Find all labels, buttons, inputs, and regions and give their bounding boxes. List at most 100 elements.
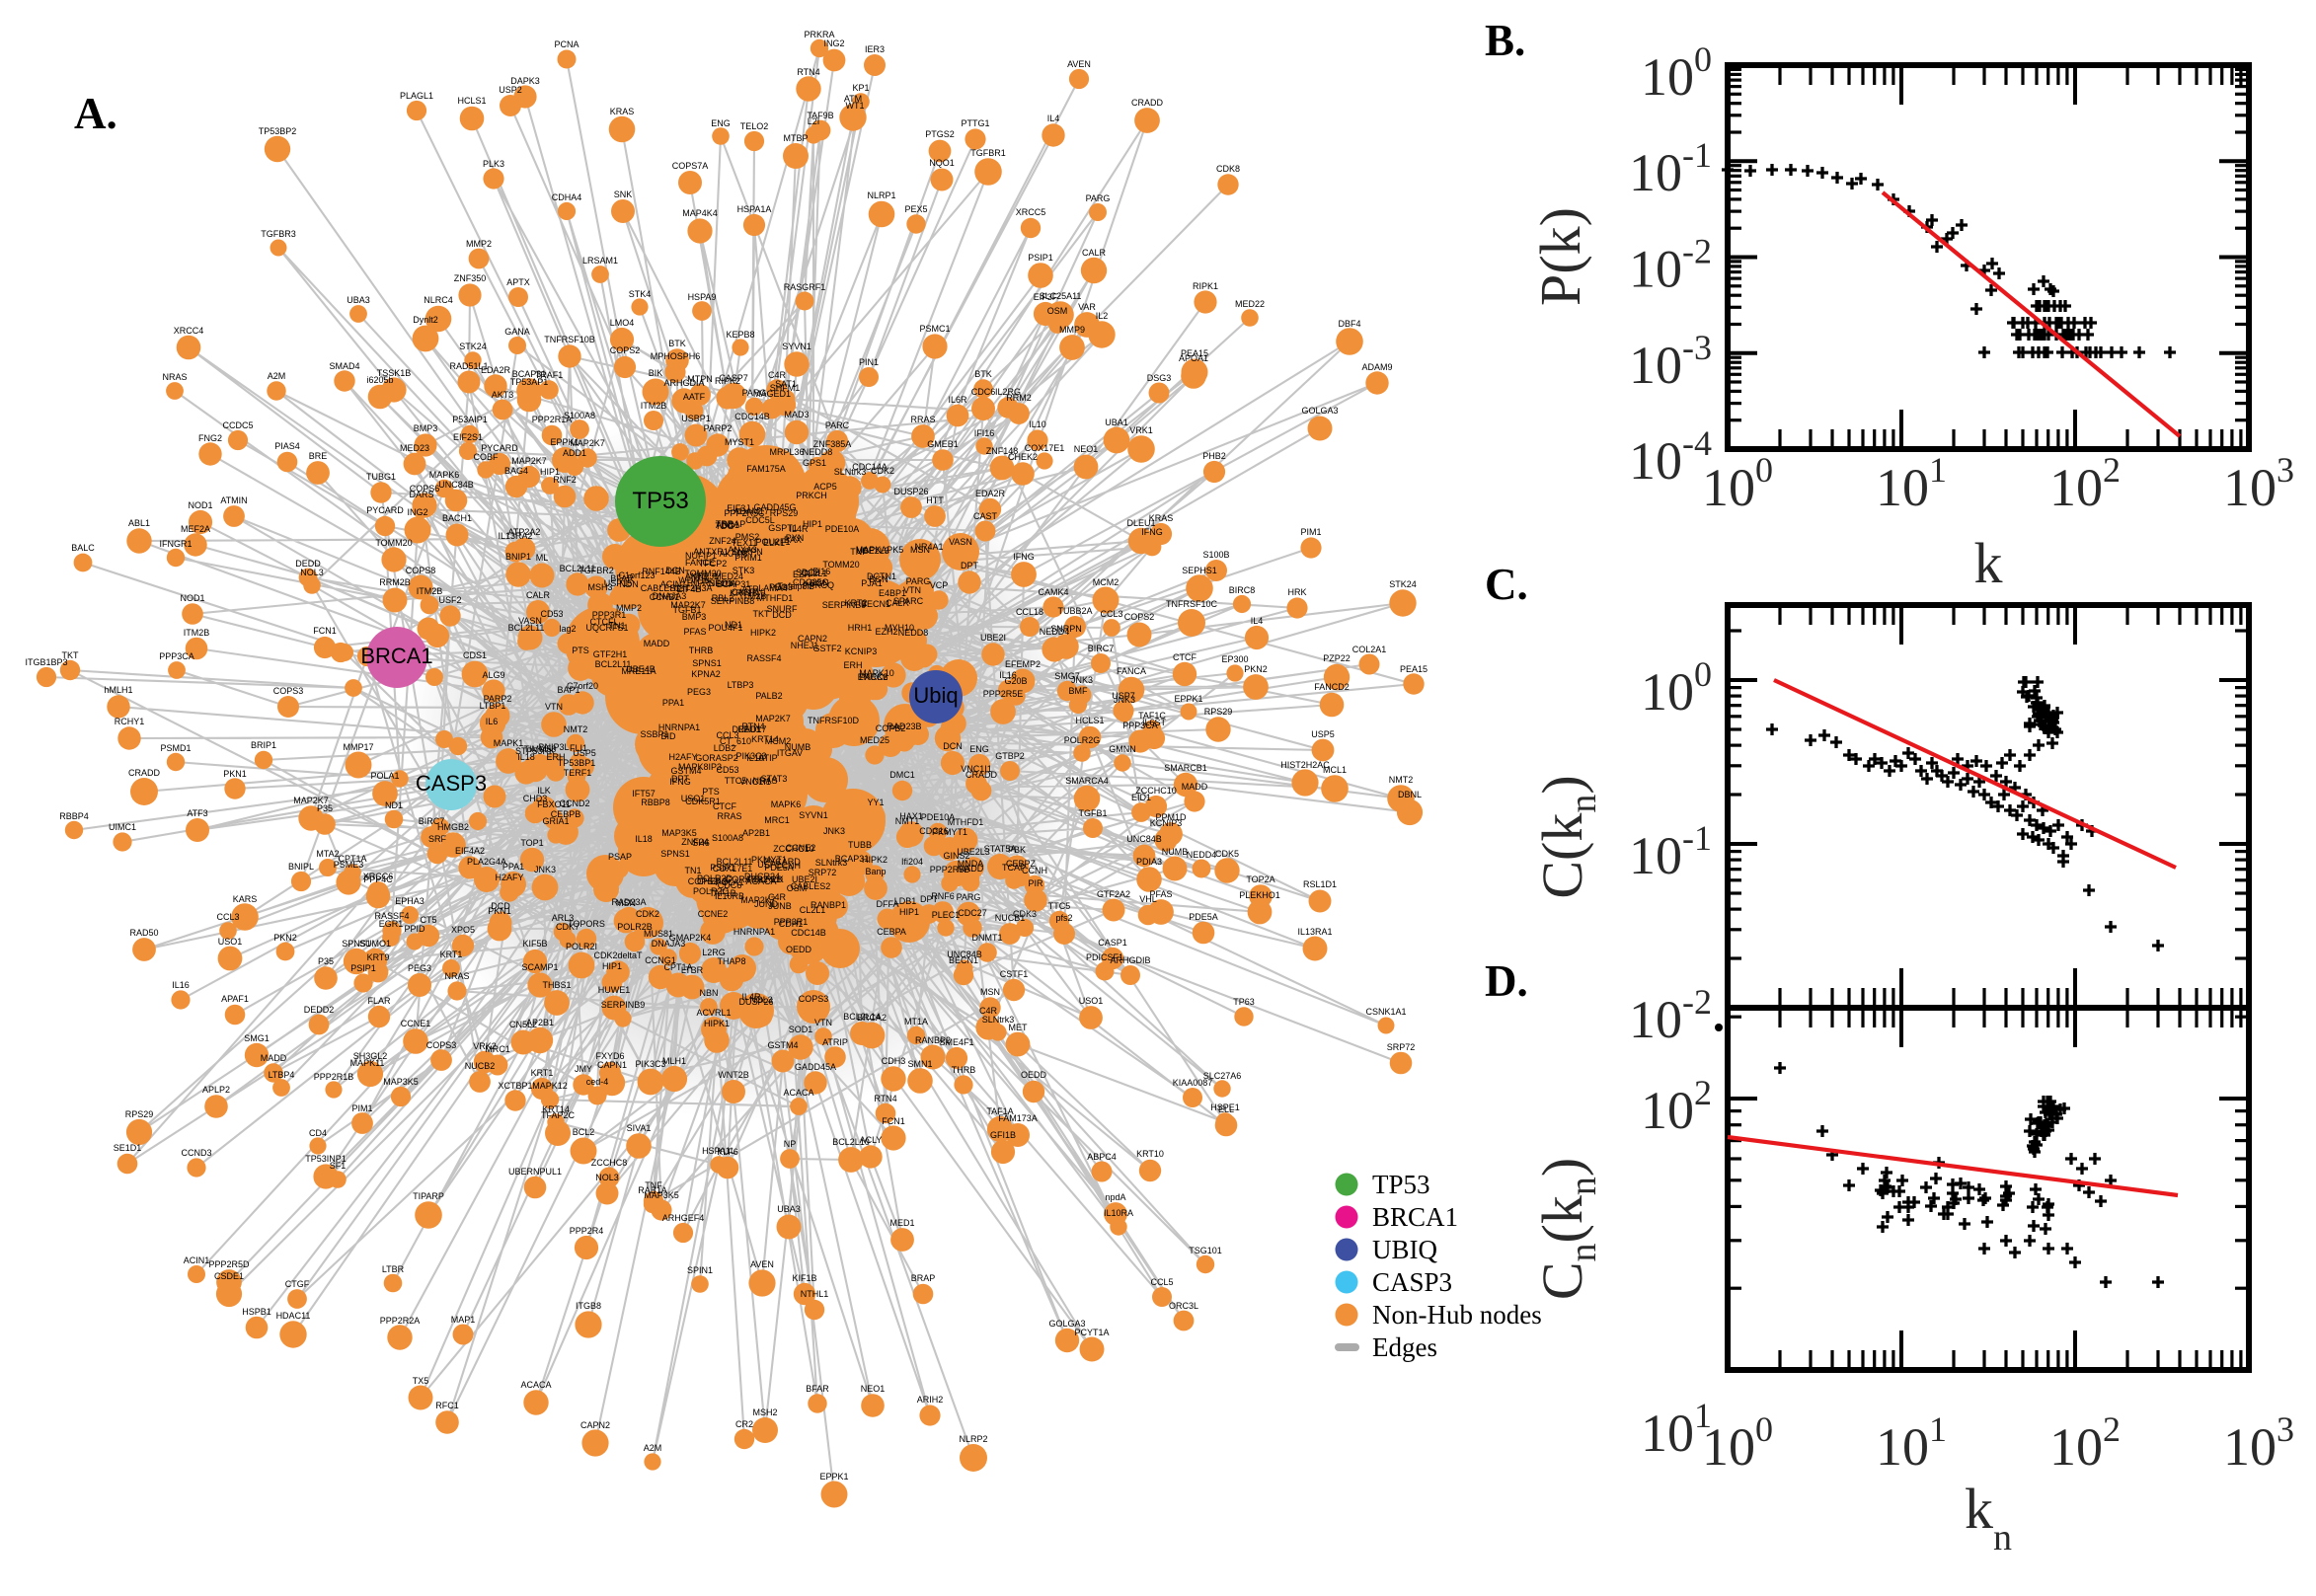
svg-text:PDE5A: PDE5A	[764, 863, 794, 873]
svg-text:TRAF1: TRAF1	[535, 370, 564, 380]
svg-text:SMARCB1: SMARCB1	[1164, 763, 1207, 773]
svg-text:SPIN1: SPIN1	[687, 1265, 713, 1275]
svg-text:MAP3K5: MAP3K5	[661, 828, 697, 838]
svg-text:ITM2B: ITM2B	[740, 591, 767, 601]
svg-text:BAG4: BAG4	[504, 466, 528, 476]
svg-text:ALG9: ALG9	[482, 670, 504, 680]
svg-text:IL13RA2: IL13RA2	[498, 531, 532, 541]
svg-text:MRPL36: MRPL36	[769, 447, 804, 457]
svg-text:GSTM4: GSTM4	[767, 1040, 798, 1050]
svg-text:CTCF: CTCF	[1173, 652, 1197, 662]
svg-text:ACVRL1: ACVRL1	[696, 1008, 731, 1018]
svg-text:PLK3: PLK3	[483, 159, 504, 169]
svg-text:RAD23A: RAD23A	[611, 897, 646, 907]
svg-text:BIRC8: BIRC8	[1229, 585, 1256, 595]
svg-text:DNAJA3: DNAJA3	[652, 939, 686, 949]
svg-text:BRAP: BRAP	[911, 1273, 936, 1283]
svg-text:MTBP: MTBP	[783, 133, 808, 143]
svg-text:NEDD8: NEDD8	[803, 447, 833, 457]
svg-text:COL2A1: COL2A1	[1352, 645, 1387, 654]
svg-text:CTGF: CTGF	[285, 1279, 310, 1289]
svg-text:TAF1C: TAF1C	[1138, 711, 1166, 721]
svg-text:EIF2S1: EIF2S1	[453, 432, 483, 442]
svg-text:npdA: npdA	[1105, 1192, 1125, 1202]
svg-text:PTS: PTS	[702, 787, 720, 797]
svg-text:ITGAV: ITGAV	[777, 748, 803, 758]
svg-text:G20B: G20B	[1004, 676, 1027, 686]
svg-text:TIMM50: TIMM50	[523, 744, 556, 754]
svg-text:RSL1D1: RSL1D1	[1303, 879, 1337, 889]
svg-text:RAD23B: RAD23B	[887, 722, 921, 731]
svg-text:MSN: MSN	[910, 545, 930, 555]
svg-text:MT1A: MT1A	[904, 1017, 928, 1026]
svg-text:HSPE1: HSPE1	[1210, 1102, 1240, 1112]
svg-text:ENG: ENG	[711, 118, 731, 128]
svg-text:POU2F1: POU2F1	[755, 537, 790, 547]
svg-text:VCP: VCP	[930, 580, 949, 590]
svg-text:P53AIP1: P53AIP1	[452, 415, 488, 424]
svg-text:JNK3: JNK3	[1071, 675, 1093, 685]
svg-text:BRCA1: BRCA1	[1372, 1202, 1458, 1232]
svg-text:HDAC11: HDAC11	[276, 1311, 311, 1321]
svg-text:HCLS1: HCLS1	[1075, 716, 1104, 725]
svg-text:ATF3: ATF3	[187, 808, 207, 818]
svg-text:SH3GL2: SH3GL2	[353, 1051, 388, 1061]
svg-text:STAT3: STAT3	[761, 774, 788, 784]
svg-text:UIMC1: UIMC1	[109, 822, 136, 832]
svg-text:STK24: STK24	[459, 342, 487, 351]
svg-text:ELL: ELL	[1218, 1104, 1234, 1114]
svg-text:NHEJ1: NHEJ1	[691, 571, 720, 581]
svg-text:VASN: VASN	[949, 537, 972, 547]
svg-text:10-2: 10-2	[1629, 982, 1712, 1049]
svg-text:DARS: DARS	[409, 490, 433, 499]
svg-text:RRAS: RRAS	[910, 415, 935, 424]
svg-text:USP7: USP7	[757, 860, 781, 870]
svg-text:CABLES2: CABLES2	[791, 881, 831, 891]
svg-text:PJA1: PJA1	[861, 578, 883, 588]
svg-text:STK3: STK3	[733, 566, 755, 575]
svg-text:SOD1: SOD1	[789, 1025, 813, 1034]
svg-text:NR4A1: NR4A1	[914, 542, 943, 552]
svg-text:ATP2A2: ATP2A2	[508, 527, 541, 537]
svg-text:PALB2: PALB2	[755, 691, 782, 701]
svg-text:ACACA: ACACA	[520, 1380, 551, 1390]
svg-text:BCAP31: BCAP31	[512, 369, 547, 379]
svg-text:SNRPN: SNRPN	[1050, 624, 1082, 634]
svg-text:ACIN1: ACIN1	[184, 1255, 210, 1265]
svg-text:MAP4K4: MAP4K4	[682, 208, 718, 218]
svg-text:HMGB2: HMGB2	[437, 822, 469, 832]
svg-text:IFI16: IFI16	[974, 428, 995, 438]
svg-text:USO1: USO1	[1079, 996, 1104, 1006]
svg-text:TP53BP2: TP53BP2	[259, 126, 297, 136]
svg-text:MLH1: MLH1	[662, 1056, 686, 1066]
svg-text:CASP3: CASP3	[416, 771, 487, 796]
svg-text:SMARCA4: SMARCA4	[1065, 776, 1109, 786]
svg-text:POLR2B: POLR2B	[617, 922, 653, 932]
svg-text:KRT1: KRT1	[531, 1068, 554, 1078]
svg-text:PEA15: PEA15	[1400, 664, 1428, 674]
svg-text:PKN1: PKN1	[488, 906, 511, 916]
svg-text:RTN4: RTN4	[874, 1094, 896, 1103]
svg-text:DCD: DCD	[491, 901, 510, 911]
svg-text:SMAD4: SMAD4	[329, 361, 359, 371]
svg-text:PPP2R2A: PPP2R2A	[380, 1316, 421, 1326]
svg-text:MAGED1: MAGED1	[753, 389, 791, 399]
svg-text:EPHA3: EPHA3	[395, 896, 425, 906]
svg-text:TERF1: TERF1	[564, 768, 592, 778]
svg-text:HAX1: HAX1	[899, 811, 923, 821]
svg-text:CHEK2: CHEK2	[697, 876, 727, 886]
svg-text:CEBPZ: CEBPZ	[1006, 859, 1037, 869]
svg-text:103: 103	[2223, 1409, 2294, 1477]
svg-text:JNK3: JNK3	[823, 826, 845, 836]
svg-text:PIAS4: PIAS4	[274, 441, 300, 451]
svg-text:ZCCHC8: ZCCHC8	[591, 1158, 628, 1168]
svg-text:EZR: EZR	[793, 570, 811, 579]
svg-text:THBS1: THBS1	[542, 980, 571, 990]
svg-text:STK4: STK4	[629, 289, 652, 299]
svg-text:PARG: PARG	[906, 576, 931, 586]
svg-text:MAPK12: MAPK12	[532, 1081, 568, 1091]
svg-text:MRC1: MRC1	[764, 815, 790, 825]
svg-text:NMT2: NMT2	[1389, 775, 1414, 785]
svg-text:MRE11A: MRE11A	[621, 666, 656, 676]
svg-text:SRP72: SRP72	[809, 868, 837, 877]
